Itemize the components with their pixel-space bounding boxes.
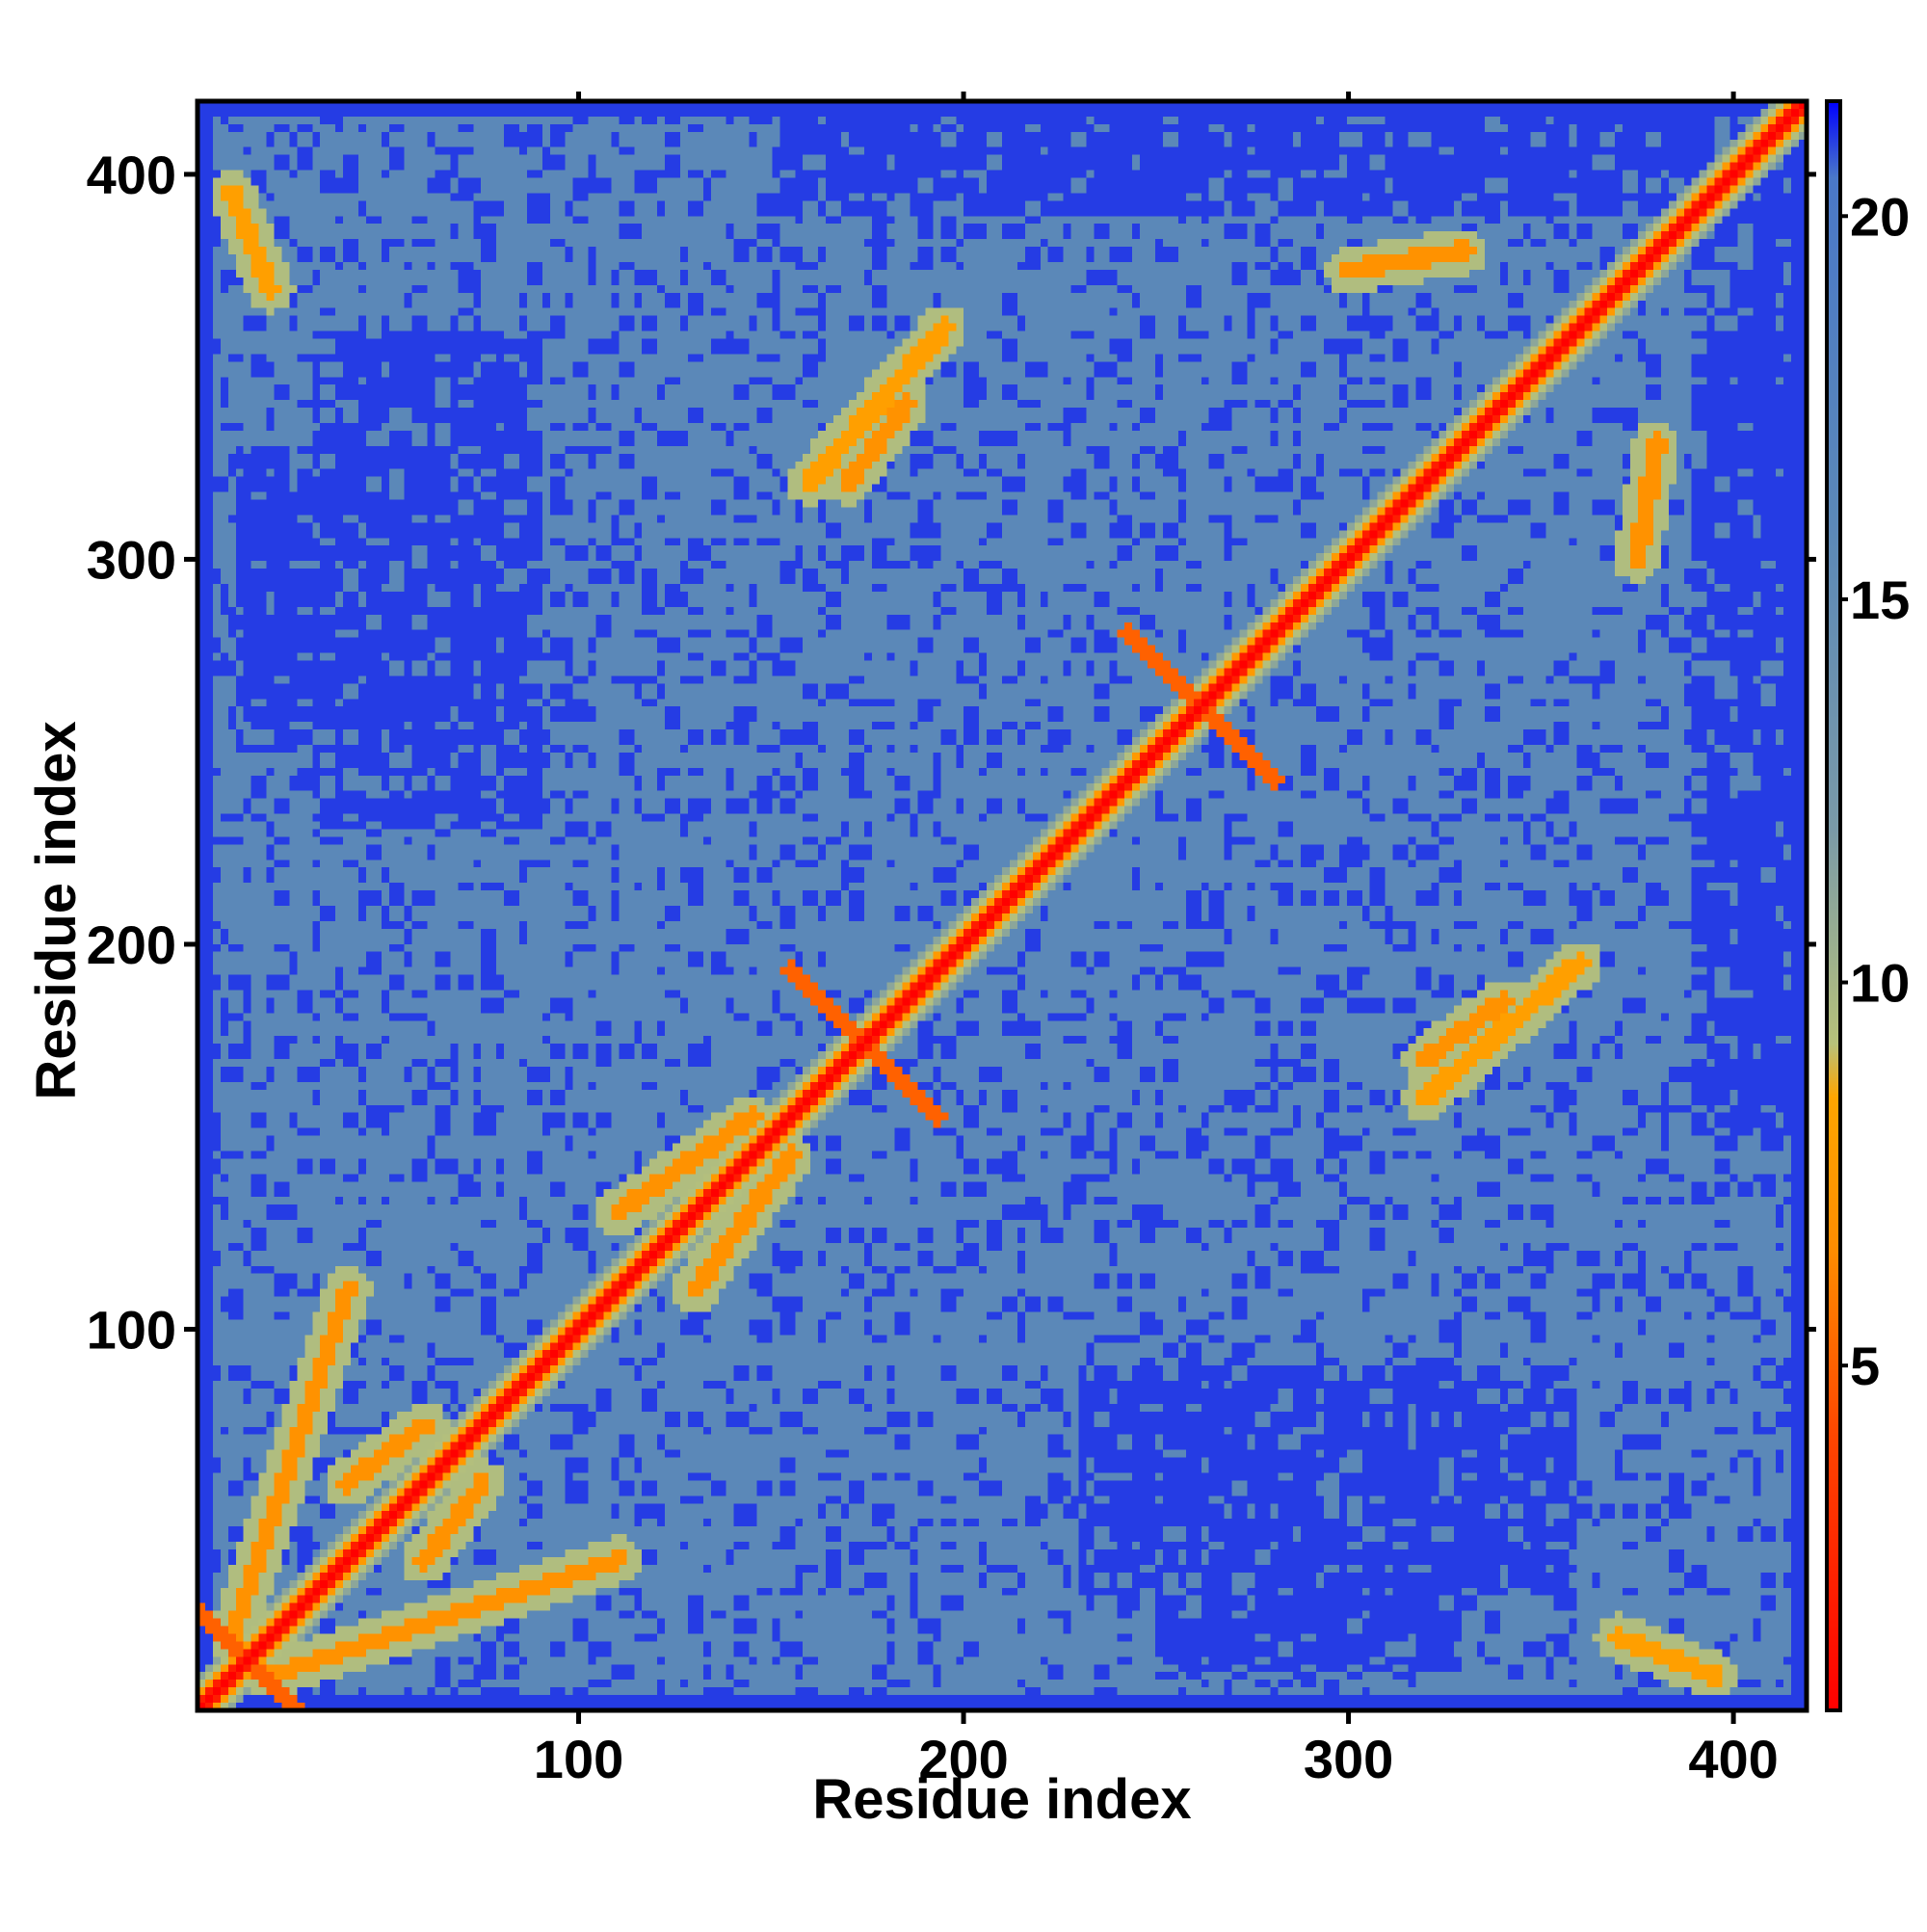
- y-axis-label: Residue index: [25, 721, 88, 1099]
- colorbar-gradient: [1825, 99, 1842, 1712]
- colorbar-tick-label: 15: [1850, 569, 1910, 630]
- y-tick-label: 200: [87, 914, 176, 975]
- x-tick-label: 300: [1304, 1729, 1393, 1789]
- axes: 100 200 300 400 100 200 300 400: [87, 92, 1816, 1789]
- heatmap-image: [198, 101, 1807, 1710]
- x-tick-label: 100: [534, 1729, 623, 1789]
- colorbar-tick-label: 10: [1850, 953, 1910, 1014]
- heatmap-plot: [195, 98, 1809, 1713]
- x-axis-label: Residue index: [812, 1768, 1191, 1831]
- plot-frame: [195, 98, 1809, 1713]
- y-tick-label: 300: [87, 529, 176, 590]
- colorbar-tick-label: 5: [1850, 1336, 1880, 1396]
- x-tick-label: 200: [918, 1729, 1008, 1789]
- colorbar-tick-label: 20: [1850, 186, 1910, 247]
- x-tick-label: 400: [1688, 1729, 1778, 1789]
- y-tick-label: 100: [87, 1299, 176, 1360]
- y-tick-label: 400: [87, 145, 176, 205]
- colorbar: 5 10 15 20: [1825, 99, 1910, 1712]
